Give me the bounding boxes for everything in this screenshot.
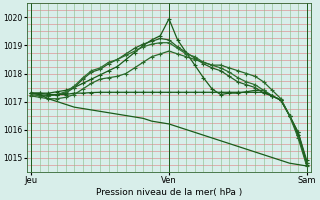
- X-axis label: Pression niveau de la mer( hPa ): Pression niveau de la mer( hPa ): [96, 188, 242, 197]
